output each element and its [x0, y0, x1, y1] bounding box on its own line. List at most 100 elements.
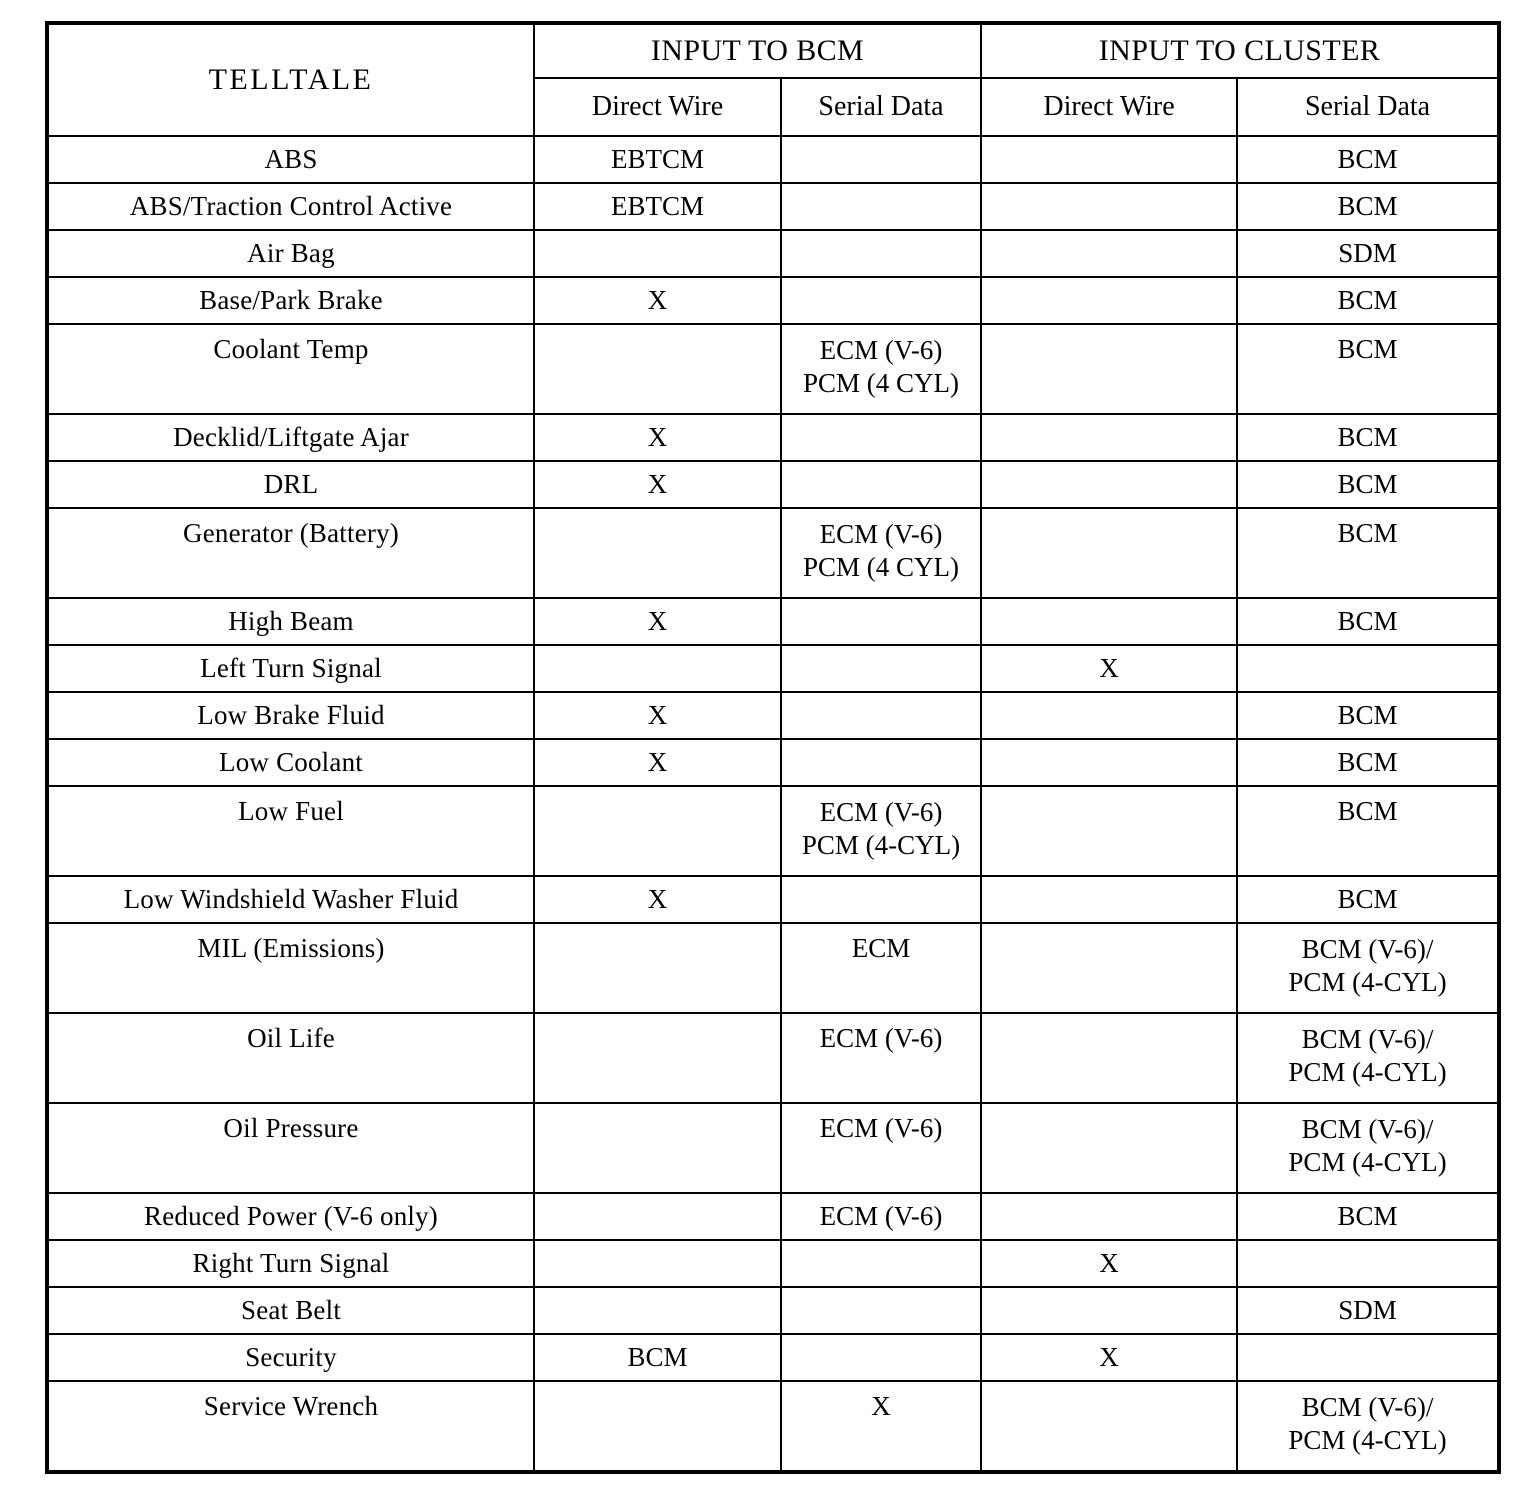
column-header-bcm-direct-wire: Direct Wire — [533, 76, 782, 138]
cell-cluster-direct-wire — [980, 922, 1239, 1014]
cell-cluster-serial-data: BCM (V-6)/PCM (4-CYL) — [1236, 1012, 1501, 1104]
cell-bcm-serial-data-line-2: PCM (4-CYL) — [801, 830, 961, 861]
cell-cluster-serial-data — [1236, 1333, 1501, 1382]
cell-cluster-direct-wire — [980, 460, 1239, 509]
cell-telltale-name: Coolant Temp — [46, 323, 535, 415]
cell-telltale-name: Right Turn Signal — [46, 1239, 535, 1288]
cell-telltale-name: High Beam — [46, 597, 535, 646]
table-row: Oil Pressure ECM (V-6) BCM (V-6)/PCM (4-CY… — [46, 1102, 1501, 1194]
cell-cluster-direct-wire — [980, 875, 1239, 924]
table-row: Service Wrench X BCM (V-6)/PCM (4-CYL) — [46, 1380, 1501, 1473]
cell-cluster-serial-data: BCM (V-6)/PCM (4-CYL) — [1236, 922, 1501, 1014]
cell-telltale-name: Low Brake Fluid — [46, 691, 535, 740]
cell-cluster-serial-data-line-1: BCM (V-6)/ — [1301, 934, 1434, 964]
column-header-cluster-serial-data: Serial Data — [1236, 76, 1501, 138]
header-row-subheaders: Direct Wire Serial Data Direct Wire Seri… — [47, 76, 1501, 138]
cell-bcm-direct-wire — [533, 785, 782, 877]
cell-cluster-serial-data-line-2: PCM (4-CYL) — [1288, 967, 1447, 998]
cell-bcm-direct-wire: X — [533, 460, 782, 509]
cell-cluster-direct-wire — [980, 1286, 1239, 1335]
cell-bcm-serial-data — [779, 875, 983, 924]
table-row: Low Fuel ECM (V-6) PCM (4-CYL) BCM — [46, 785, 1501, 877]
cell-cluster-serial-data-line-2: PCM (4-CYL) — [1288, 1057, 1447, 1088]
table-row: Decklid/Liftgate Ajar X BCM — [46, 413, 1501, 462]
cell-bcm-serial-data — [779, 413, 983, 462]
table-row: Security BCM X — [46, 1333, 1501, 1382]
cell-bcm-direct-wire: BCM — [533, 1333, 782, 1382]
cell-bcm-serial-data — [779, 738, 983, 787]
cell-telltale-name: Low Fuel — [46, 785, 535, 877]
cell-bcm-serial-data — [779, 135, 983, 184]
cell-bcm-direct-wire — [533, 1192, 782, 1241]
cell-cluster-serial-data: SDM — [1236, 229, 1501, 278]
cell-cluster-serial-data-line-1: BCM (V-6)/ — [1301, 1114, 1434, 1144]
header-row-groups: TELLTALE INPUT TO BCM INPUT TO CLUSTER — [46, 22, 1501, 137]
cell-cluster-direct-wire — [980, 691, 1239, 740]
cell-bcm-serial-data — [779, 182, 983, 231]
cell-bcm-direct-wire: X — [533, 276, 782, 325]
cell-bcm-serial-data — [779, 1286, 983, 1335]
cell-cluster-direct-wire — [980, 597, 1239, 646]
cell-bcm-serial-data: ECM (V-6) — [779, 1102, 983, 1194]
table-row: Air Bag SDM — [46, 229, 1501, 278]
cell-bcm-direct-wire: EBTCM — [533, 182, 782, 231]
cell-bcm-direct-wire: EBTCM — [533, 135, 782, 184]
cell-telltale-name: Generator (Battery) — [46, 507, 535, 599]
cell-telltale-name: Reduced Power (V-6 only) — [46, 1192, 535, 1241]
table-row: Left Turn Signal X — [46, 644, 1501, 693]
cell-bcm-serial-data — [779, 644, 983, 693]
cell-bcm-serial-data-line-2: PCM (4 CYL) — [803, 552, 960, 583]
telltale-input-table: TELLTALE INPUT TO BCM INPUT TO CLUSTER D… — [45, 21, 1502, 1474]
table-row: Low Brake Fluid X BCM — [46, 691, 1501, 740]
cell-cluster-direct-wire — [980, 1102, 1239, 1194]
cell-telltale-name: Left Turn Signal — [46, 644, 535, 693]
table-row: Low Windshield Washer Fluid X BCM — [46, 875, 1501, 924]
cell-bcm-serial-data: ECM (V-6) — [779, 1192, 983, 1241]
cell-cluster-direct-wire — [980, 1012, 1239, 1104]
table-row: Base/Park Brake X BCM — [46, 276, 1501, 325]
cell-cluster-serial-data: BCM — [1236, 323, 1501, 415]
cell-cluster-serial-data: BCM — [1236, 785, 1501, 877]
cell-cluster-direct-wire — [980, 1380, 1239, 1473]
cell-cluster-serial-data: SDM — [1236, 1286, 1501, 1335]
cell-cluster-serial-data: BCM — [1236, 182, 1501, 231]
cell-telltale-name: Seat Belt — [46, 1286, 535, 1335]
cell-cluster-serial-data: BCM — [1236, 135, 1501, 184]
column-header-bcm-serial-data: Serial Data — [779, 76, 983, 138]
cell-cluster-direct-wire — [980, 413, 1239, 462]
cell-bcm-direct-wire: X — [533, 875, 782, 924]
cell-cluster-direct-wire — [980, 738, 1239, 787]
cell-bcm-direct-wire — [533, 1102, 782, 1194]
cell-bcm-serial-data: ECM (V-6) PCM (4 CYL) — [779, 507, 983, 599]
table-header: TELLTALE INPUT TO BCM INPUT TO CLUSTER D… — [46, 22, 1501, 138]
cell-bcm-direct-wire — [533, 1380, 782, 1473]
cell-bcm-serial-data — [779, 460, 983, 509]
cell-cluster-serial-data — [1236, 1239, 1501, 1288]
table-row: Generator (Battery) ECM (V-6) PCM (4 CYL) B… — [46, 507, 1501, 599]
cell-bcm-direct-wire — [533, 507, 782, 599]
cell-bcm-serial-data: ECM — [779, 922, 983, 1014]
cell-bcm-direct-wire — [533, 1239, 782, 1288]
cell-telltale-name: ABS/Traction Control Active — [46, 182, 535, 231]
cell-cluster-serial-data: BCM — [1236, 1192, 1501, 1241]
cell-bcm-direct-wire: X — [533, 413, 782, 462]
cell-bcm-direct-wire — [533, 1286, 782, 1335]
cell-cluster-serial-data: BCM (V-6)/PCM (4-CYL) — [1236, 1380, 1501, 1473]
cell-telltale-name: DRL — [46, 460, 535, 509]
cell-bcm-direct-wire — [533, 1012, 782, 1104]
cell-cluster-serial-data-line-1: BCM (V-6)/ — [1301, 1392, 1434, 1422]
cell-bcm-direct-wire: X — [533, 691, 782, 740]
cell-telltale-name: Security — [46, 1333, 535, 1382]
cell-bcm-serial-data-line-1: ECM (V-6) — [819, 335, 943, 365]
cell-telltale-name: Base/Park Brake — [46, 276, 535, 325]
table-row: ABS/Traction Control Active EBTCM BCM — [46, 182, 1501, 231]
cell-bcm-serial-data-line-2: PCM (4 CYL) — [803, 368, 960, 399]
cell-cluster-serial-data: BCM — [1236, 738, 1501, 787]
cell-cluster-serial-data — [1236, 644, 1501, 693]
group-header-input-to-bcm: INPUT TO BCM — [532, 22, 983, 79]
cell-cluster-direct-wire — [980, 1192, 1239, 1241]
table-body: ABS EBTCM BCM ABS/Traction Control Active EB… — [46, 135, 1501, 1473]
cell-cluster-direct-wire: X — [980, 1333, 1239, 1382]
cell-telltale-name: ABS — [46, 135, 535, 184]
